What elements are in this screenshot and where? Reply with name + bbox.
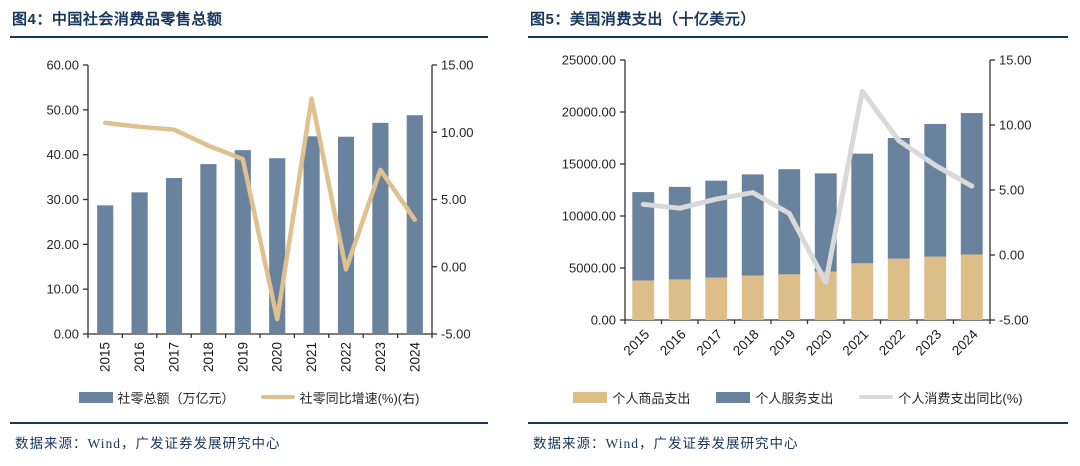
- figure-4-panel: 图4：中国社会消费品零售总额 0.00 10.00 20.00 30.00 40.00 5…: [10, 6, 488, 452]
- svg-text:10.00: 10.00: [441, 125, 474, 140]
- svg-text:2021: 2021: [304, 342, 319, 372]
- svg-text:2015: 2015: [621, 327, 653, 359]
- china-retail-sales-chart: 0.00 10.00 20.00 30.00 40.00 50.00 60.00 -5.00 0…: [46, 58, 474, 373]
- figure-5-panel: 图5：美国消费支出（十亿美元） 0.00 5000.00 10000.00 15000…: [528, 6, 1068, 452]
- bar-series-swatch: [78, 391, 113, 403]
- svg-text:2018: 2018: [730, 327, 762, 359]
- svg-text:50.00: 50.00: [46, 102, 79, 117]
- svg-text:2021: 2021: [840, 327, 872, 359]
- svg-text:5.00: 5.00: [999, 183, 1024, 198]
- svg-text:2016: 2016: [657, 327, 689, 359]
- svg-text:15.00: 15.00: [999, 53, 1032, 68]
- svg-text:10.00: 10.00: [999, 118, 1032, 133]
- svg-text:0.00: 0.00: [999, 248, 1024, 263]
- svg-text:2018: 2018: [201, 342, 216, 372]
- legend-item-goods-spending: 个人商品支出: [573, 388, 690, 407]
- figure-5-legend: 个人商品支出 个人服务支出 个人消费支出同比(%): [528, 386, 1068, 408]
- svg-text:2016: 2016: [132, 342, 147, 372]
- svg-text:2023: 2023: [373, 342, 388, 372]
- svg-text:2019: 2019: [235, 342, 250, 372]
- svg-text:25000.00: 25000.00: [562, 53, 616, 68]
- line-series-swatch: [260, 395, 295, 399]
- svg-text:-5.00: -5.00: [441, 327, 471, 342]
- figure-5-title: 图5：美国消费支出（十亿美元）: [528, 6, 1068, 38]
- svg-text:2020: 2020: [270, 342, 285, 372]
- legend-item-services-spending: 个人服务支出: [716, 388, 833, 407]
- legend-label: 社零总额（万亿元）: [117, 390, 235, 406]
- legend-label: 个人服务支出: [755, 390, 834, 406]
- legend-item-retail-total: 社零总额（万亿元）: [78, 388, 235, 407]
- bar-series-swatch: [716, 391, 751, 403]
- legend-label: 个人商品支出: [612, 390, 691, 406]
- svg-text:2023: 2023: [913, 327, 945, 359]
- legend-item-pce-growth: 个人消费支出同比(%): [859, 388, 1023, 407]
- figure-5-source: 数据来源：Wind，广发证券发展研究中心: [528, 422, 1068, 452]
- svg-text:15.00: 15.00: [441, 58, 474, 73]
- legend-label: 个人消费支出同比(%): [898, 390, 1023, 406]
- figure-4-source: 数据来源：Wind，广发证券发展研究中心: [10, 422, 488, 452]
- us-consumer-spending-chart: 0.00 5000.00 10000.00 15000.00 20000.00 25000…: [562, 53, 1032, 359]
- figure-4-title: 图4：中国社会消费品零售总额: [10, 6, 488, 38]
- svg-text:0.00: 0.00: [441, 259, 466, 274]
- svg-text:0.00: 0.00: [54, 327, 79, 342]
- svg-text:40.00: 40.00: [46, 147, 79, 162]
- svg-text:10.00: 10.00: [46, 282, 79, 297]
- svg-text:20000.00: 20000.00: [562, 105, 616, 120]
- legend-label: 社零同比增速(%)(右): [299, 390, 420, 406]
- svg-text:20.00: 20.00: [46, 237, 79, 252]
- svg-text:5000.00: 5000.00: [569, 261, 616, 276]
- figure-4-legend: 社零总额（万亿元） 社零同比增速(%)(右): [10, 386, 488, 408]
- svg-text:2024: 2024: [949, 326, 981, 358]
- legend-item-retail-growth: 社零同比增速(%)(右): [260, 388, 420, 407]
- svg-text:2020: 2020: [803, 327, 835, 359]
- bar-series-swatch: [573, 391, 608, 403]
- svg-text:2024: 2024: [407, 342, 422, 373]
- svg-text:5.00: 5.00: [441, 192, 466, 207]
- svg-text:60.00: 60.00: [46, 58, 79, 73]
- svg-text:2017: 2017: [694, 327, 726, 359]
- line-series-swatch: [859, 395, 894, 399]
- svg-text:10000.00: 10000.00: [562, 209, 616, 224]
- svg-text:0.00: 0.00: [591, 313, 616, 328]
- svg-text:30.00: 30.00: [46, 192, 79, 207]
- svg-text:15000.00: 15000.00: [562, 157, 616, 172]
- svg-text:2019: 2019: [767, 327, 799, 359]
- report-figures: 图4：中国社会消费品零售总额 0.00 10.00 20.00 30.00 40.00 5…: [10, 6, 1068, 452]
- svg-text:2015: 2015: [98, 342, 113, 372]
- svg-text:-5.00: -5.00: [999, 313, 1029, 328]
- svg-text:2017: 2017: [167, 342, 182, 372]
- svg-text:2022: 2022: [876, 327, 908, 359]
- svg-text:2022: 2022: [339, 342, 354, 372]
